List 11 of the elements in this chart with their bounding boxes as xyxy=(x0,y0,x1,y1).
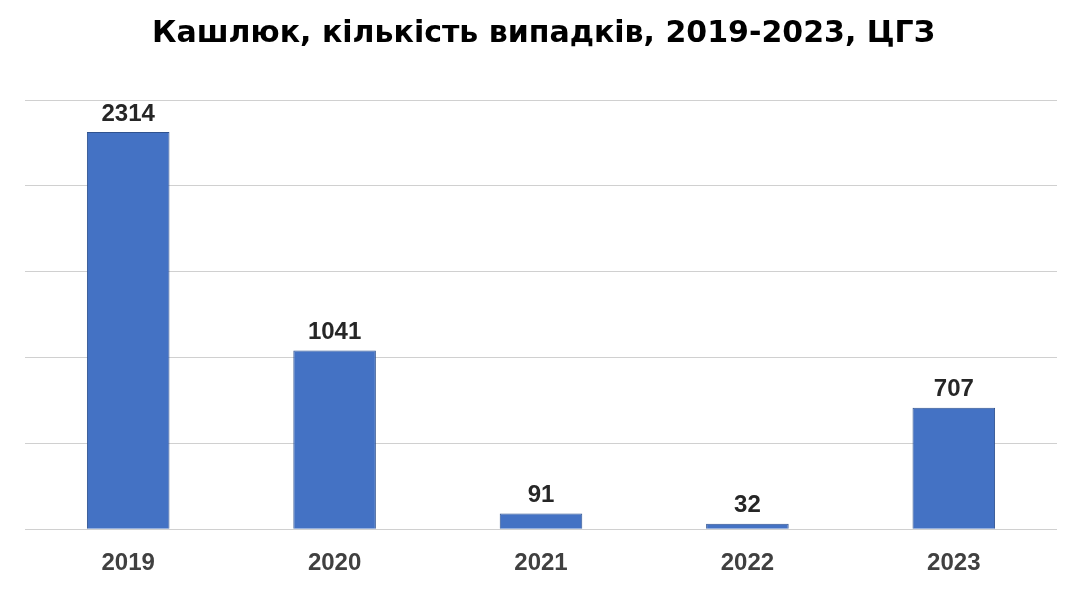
data-label: 2314 xyxy=(101,98,156,126)
data-label: 707 xyxy=(933,374,974,402)
data-label: 91 xyxy=(527,480,555,508)
x-tick-label: 2021 xyxy=(514,548,568,576)
x-tick-label: 2019 xyxy=(101,548,155,576)
x-tick-label: 2023 xyxy=(927,548,981,576)
data-label: 1041 xyxy=(307,317,362,345)
x-tick-label: 2022 xyxy=(720,548,775,576)
chart-title: Кашлюк, кількість випадків, 2019-2023, ЦГЗ xyxy=(151,14,936,49)
data-label: 32 xyxy=(734,490,761,518)
x-tick-label: 2020 xyxy=(307,548,362,576)
